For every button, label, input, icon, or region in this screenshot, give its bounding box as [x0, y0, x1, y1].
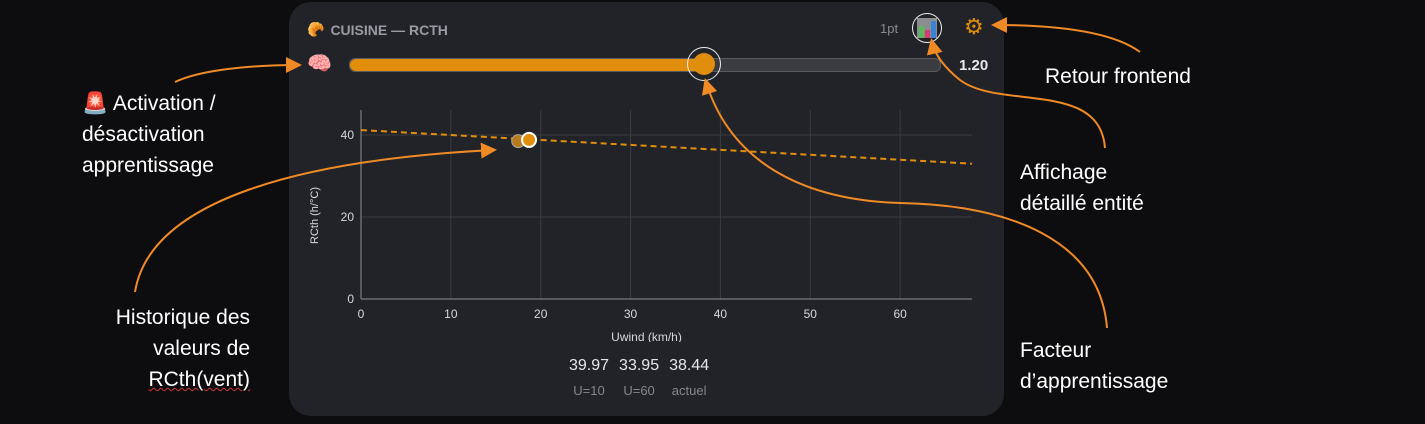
trend-line	[360, 129, 973, 165]
annotation-retour: Retour frontend	[1045, 65, 1191, 88]
current-point	[521, 131, 538, 148]
slider-fill	[350, 59, 704, 71]
rcth-card: 🥐 CUISINE — RCTH 1pt ⚙ 🧠 1.20 0 10 20 30 40 5…	[289, 2, 1004, 416]
stat-u60: 33.95 U=60	[619, 357, 660, 398]
y-tick-label: 40	[341, 128, 355, 142]
x-tick-label: 50	[804, 307, 818, 321]
siren-icon: 🚨	[82, 92, 109, 115]
entity-detail-button[interactable]	[912, 13, 942, 43]
annotation-activation: 🚨 Activation / désactivation apprentissa…	[82, 92, 216, 177]
history-point	[511, 134, 526, 149]
stat-u10: 39.97 U=10	[569, 357, 610, 398]
learning-factor-slider[interactable]	[349, 47, 941, 81]
x-tick-label: 0	[358, 307, 365, 321]
card-title: 🥐 CUISINE — RCTH	[307, 21, 448, 38]
rcth-chart: 0 10 20 30 40 50 60 0 20 40 Uwind (km/h) RCth (h/°C…	[309, 110, 973, 342]
y-tick-label: 20	[341, 210, 355, 224]
annotation-historique: Historique des valeurs de RCth(vent)	[115, 306, 250, 391]
stat-current: 38.44 actuel	[669, 357, 710, 398]
x-tick-label: 40	[714, 307, 728, 321]
learning-toggle-brain-icon[interactable]: 🧠	[307, 53, 332, 75]
y-tick-label: 0	[347, 292, 354, 306]
slider-knob-highlight	[687, 47, 721, 81]
x-tick-label: 30	[624, 307, 638, 321]
x-tick-label: 10	[444, 307, 458, 321]
arrow-retour	[991, 17, 1141, 53]
learning-factor-value: 1.20	[959, 57, 989, 74]
x-tick-label: 60	[893, 307, 907, 321]
arrow-activation	[174, 57, 302, 83]
x-axis-label: Uwind (km/h)	[611, 330, 682, 342]
bar-chart-icon	[917, 18, 937, 38]
annotation-affichage: Affichage détaillé entité	[1020, 161, 1144, 215]
annotation-facteur: Facteur d’apprentissage	[1020, 339, 1169, 393]
croissant-icon: 🥐	[307, 21, 325, 37]
y-axis-label: RCth (h/°C)	[309, 187, 321, 244]
x-tick-label: 20	[534, 307, 548, 321]
settings-gear-icon[interactable]: ⚙	[964, 14, 984, 39]
points-count: 1pt	[880, 21, 899, 36]
stats-row: 39.97 U=10 33.95 U=60 38.44 actuel	[569, 357, 709, 398]
